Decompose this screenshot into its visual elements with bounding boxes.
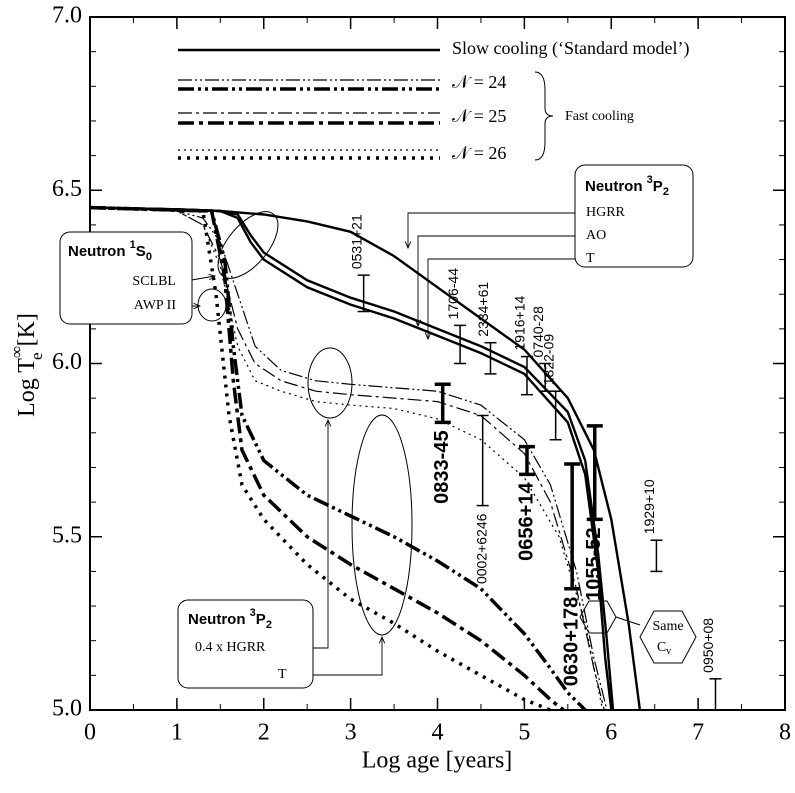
annotation-title-sup: 1 (130, 239, 136, 251)
legend-label: Slow cooling (‘Standard model’) (452, 38, 689, 59)
y-axis-label-sup: ∞ (7, 346, 26, 358)
x-tick-label: 6 (605, 720, 617, 746)
annotation-item: T (278, 667, 287, 682)
ellipse (197, 288, 227, 322)
y-tick-label: 7.0 (52, 3, 82, 29)
connector (615, 616, 641, 626)
y-tick-label: 6.5 (52, 176, 82, 202)
annotation-title-main: Neutron (188, 611, 250, 628)
x-tick-label: 5 (518, 720, 530, 746)
annotation-item: AWP II (134, 298, 177, 313)
pulsar-label: 1822-09 (540, 334, 556, 386)
x-tick-label: 0 (84, 720, 96, 746)
pulsar-label: 0531+21 (348, 214, 364, 269)
cooling-curve (89, 207, 604, 711)
legend-label: 𝒩 = 26 (452, 143, 506, 163)
cooling-curve (89, 207, 605, 711)
ellipse (351, 414, 413, 636)
y-axis-label-main: Log T (14, 358, 40, 417)
annotation-title-main: P (653, 178, 663, 195)
annotation-item: T (586, 251, 595, 266)
x-tick-label: 2 (258, 720, 270, 746)
ellipse (307, 347, 353, 419)
pulsar-label: 1916+14 (512, 295, 528, 350)
pulsar-label: 0630+178 (560, 597, 582, 687)
annotation-item: SCLBL (132, 274, 176, 289)
annotation-title-sub: 2 (266, 619, 272, 631)
hexagon-text: Cv (657, 640, 671, 657)
x-tick-label: 8 (779, 720, 791, 746)
hexagon (639, 610, 697, 664)
x-tick-label: 1 (171, 720, 183, 746)
cooling-curve (89, 206, 642, 711)
cooling-curve (89, 206, 613, 711)
annotation-title-main: Neutron (585, 178, 647, 195)
annotation-title-sup: 3 (250, 607, 256, 619)
pulsar-label: 0656+14 (515, 482, 537, 561)
legend-group-label: Fast cooling (565, 109, 634, 124)
y-tick-label: 5.5 (52, 522, 82, 548)
annotation-title-main: S (136, 243, 146, 260)
pulsar-label: 2334+61 (475, 282, 491, 337)
annotation-item: 0.4 x HGRR (195, 640, 266, 655)
pulsar-label: 0002+6246 (473, 513, 489, 584)
annotation-box: Neutron 3P2 HGRR AO T (408, 164, 694, 339)
annotation-title: Neutron 3P2 (188, 607, 272, 631)
cooling-curve (89, 205, 587, 712)
pulsar-label: 0833-45 (431, 430, 453, 503)
annotation-title-sub: 0 (146, 251, 152, 263)
pulsar-label: 1929+10 (641, 479, 657, 534)
annotation-box: Neutron 3P2 0.4 x HGRR T (177, 420, 382, 689)
annotation-title-sub: 2 (663, 186, 669, 198)
pulsar-label: 1055-52 (583, 527, 605, 600)
annotation-title-sup: 3 (647, 174, 653, 186)
x-axis-label: Log age [years] (362, 748, 513, 774)
cooling-curve (89, 205, 565, 712)
y-axis-label-sub: e (27, 352, 46, 360)
annotation-item: AO (586, 228, 606, 243)
annotation-title-main: P (256, 611, 266, 628)
hexagon-text: Same (652, 619, 683, 634)
annotation-title: Neutron 3P2 (585, 174, 669, 198)
annotation-title: Neutron 1S0 (68, 239, 152, 263)
y-axis-label-unit: [K] (14, 313, 40, 352)
annotation-box: Neutron 1S0 SCLBL AWP II (59, 231, 215, 325)
pulsar-label: 0950+08 (700, 618, 716, 673)
x-tick-label: 4 (432, 720, 444, 746)
y-axis-label: Log T∞e [K] (7, 313, 46, 417)
legend-label: 𝒩 = 24 (452, 72, 506, 92)
x-tick-label: 7 (692, 720, 704, 746)
hexagon-text-main: C (657, 640, 666, 655)
legend-brace (534, 71, 554, 161)
ellipse (217, 211, 279, 279)
legend-label: 𝒩 = 25 (452, 106, 506, 126)
y-tick-label: 5.0 (52, 696, 82, 722)
cooling-curve (89, 206, 615, 711)
cooling-curve (89, 207, 608, 711)
y-tick-label: 6.0 (52, 349, 82, 375)
x-tick-label: 3 (345, 720, 357, 746)
annotation-item: HGRR (586, 205, 626, 220)
pulsar-label: 0740-28 (530, 306, 546, 358)
pulsar-label: 1706-44 (445, 268, 461, 320)
hexagon-text-sub: v (666, 646, 671, 657)
annotation-title-main: Neutron (68, 243, 130, 260)
